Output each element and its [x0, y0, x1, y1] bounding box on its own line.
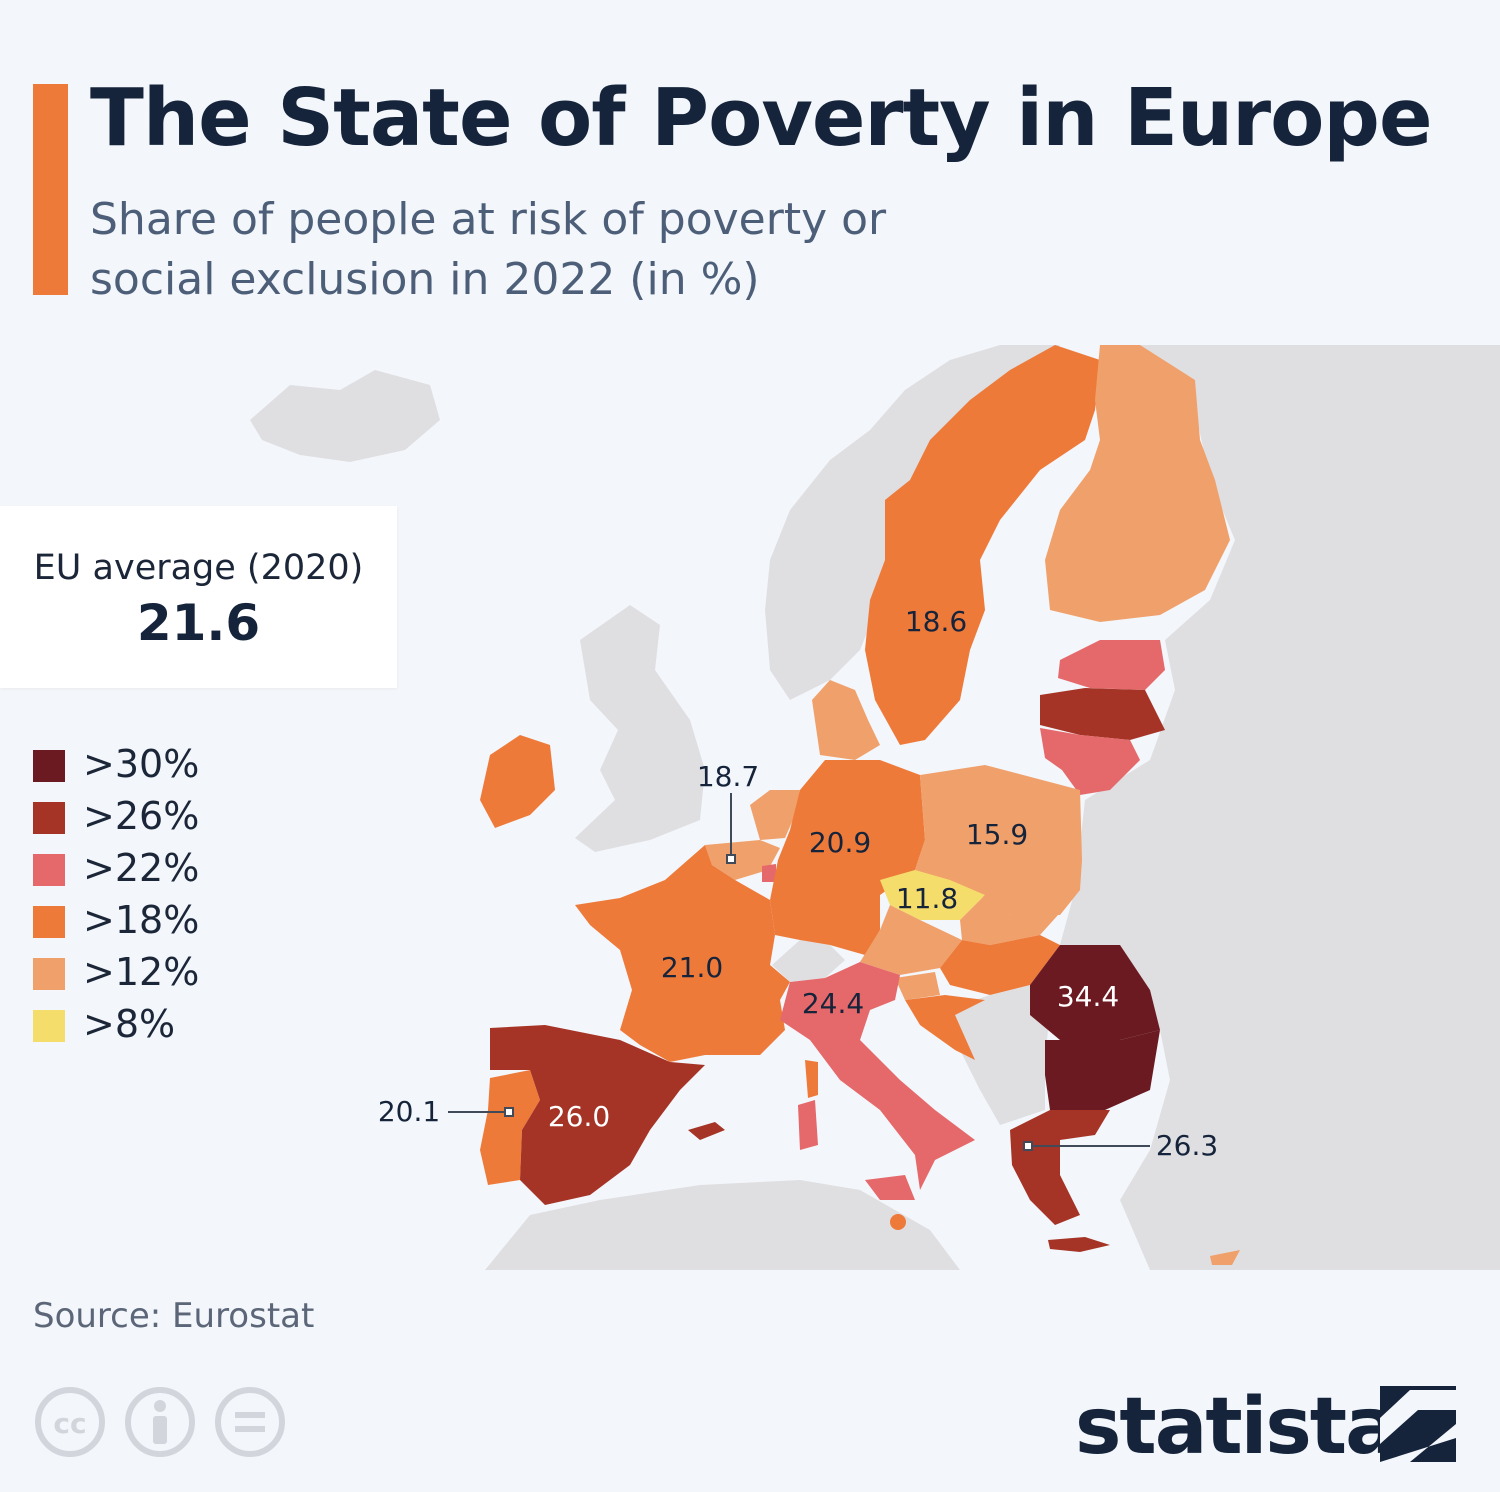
poland-shape — [915, 765, 1082, 915]
eu-average-label: EU average (2020) — [33, 548, 364, 588]
italy-shape — [780, 962, 975, 1190]
belgium-shape — [705, 840, 780, 880]
value-label-sweden: 18.6 — [905, 605, 967, 638]
legend-swatch — [33, 1010, 65, 1042]
legend-swatch — [33, 750, 65, 782]
legend-label: >26% — [83, 794, 200, 838]
value-label-france: 21.0 — [661, 951, 723, 984]
legend-label: >30% — [83, 742, 200, 786]
value-label-czechia: 11.8 — [896, 882, 958, 915]
legend-label: >12% — [83, 950, 200, 994]
value-label-benelux: 18.7 — [697, 760, 759, 793]
lithuania-shape — [1040, 728, 1140, 795]
legend-label: >18% — [83, 898, 200, 942]
east-europe-shape — [1060, 345, 1500, 1270]
value-label-romania: 34.4 — [1057, 980, 1119, 1013]
slovakia-shape — [960, 895, 1058, 945]
norway-shape — [765, 345, 1060, 700]
iceland-shape — [250, 370, 440, 462]
balkans-shape — [945, 985, 1050, 1125]
value-label-germany: 20.9 — [809, 826, 871, 859]
latvia-shape — [1040, 688, 1165, 740]
page-title: The State of Poverty in Europe — [90, 72, 1433, 164]
legend-label: >22% — [83, 846, 200, 890]
bulgaria-shape — [1045, 1030, 1160, 1110]
attribution-icon[interactable] — [125, 1387, 195, 1457]
value-labels: 18.6 18.7 20.9 15.9 11.8 21.0 24.4 34.4 … — [378, 605, 1218, 1162]
spain-shape — [490, 1025, 705, 1205]
portugal-shape — [480, 1070, 540, 1185]
non-eu-land — [250, 345, 1500, 1270]
statista-logo-icon — [1380, 1386, 1456, 1462]
license-icons: cc — [35, 1387, 285, 1457]
legend-swatch — [33, 854, 65, 886]
value-label-spain: 26.0 — [548, 1100, 610, 1133]
corsica-shape — [805, 1060, 818, 1098]
netherlands-shape — [750, 790, 800, 840]
france-shape — [575, 845, 790, 1062]
croatia-shape — [905, 995, 985, 1060]
greece-marker — [1023, 1141, 1033, 1151]
eu-average-box: EU average (2020) 21.6 — [0, 506, 397, 688]
portugal-marker — [504, 1107, 514, 1117]
legend-swatch — [33, 906, 65, 938]
legend-label: >8% — [83, 1002, 176, 1046]
slovenia-shape — [895, 972, 940, 1000]
legend-swatch — [33, 958, 65, 990]
callout-lines — [448, 793, 1150, 1151]
svg-text:cc: cc — [53, 1407, 86, 1440]
accent-bar — [33, 84, 68, 295]
no-derivatives-icon[interactable] — [215, 1387, 285, 1457]
austria-shape — [860, 905, 962, 975]
balearic-shape — [688, 1122, 725, 1140]
value-label-portugal: 20.1 — [378, 1095, 440, 1128]
czechia-shape — [880, 870, 985, 920]
value-label-italy: 24.4 — [802, 987, 864, 1020]
malta-shape — [890, 1214, 906, 1230]
north-africa-shape — [485, 1180, 960, 1270]
hungary-shape — [940, 935, 1060, 995]
germany-shape — [770, 760, 925, 955]
statista-logo[interactable]: statista — [1075, 1382, 1398, 1472]
sweden-shape — [865, 345, 1100, 745]
sardinia-shape — [798, 1100, 818, 1150]
cc-icon[interactable] — [35, 1387, 105, 1457]
page-subtitle: Share of people at risk of poverty or so… — [90, 194, 887, 305]
romania-shape — [1030, 945, 1160, 1040]
value-label-poland: 15.9 — [966, 818, 1028, 851]
crete-shape — [1048, 1237, 1110, 1252]
cyprus-shape — [1210, 1250, 1240, 1265]
estonia-shape — [1058, 640, 1165, 690]
great-britain-shape — [575, 605, 705, 852]
eu-countries — [480, 345, 1240, 1265]
switzerland-shape — [772, 940, 845, 982]
eu-average-value: 21.6 — [136, 594, 261, 652]
denmark-shape — [812, 680, 880, 760]
greece-shape — [1010, 1110, 1110, 1225]
finland-shape — [1045, 345, 1230, 622]
ireland-shape — [480, 735, 555, 828]
legend-swatch — [33, 802, 65, 834]
sicily-shape — [865, 1175, 915, 1200]
source-note: Source: Eurostat — [33, 1296, 315, 1336]
benelux-marker — [726, 854, 736, 864]
luxembourg-shape — [762, 864, 776, 882]
value-label-greece: 26.3 — [1156, 1129, 1218, 1162]
